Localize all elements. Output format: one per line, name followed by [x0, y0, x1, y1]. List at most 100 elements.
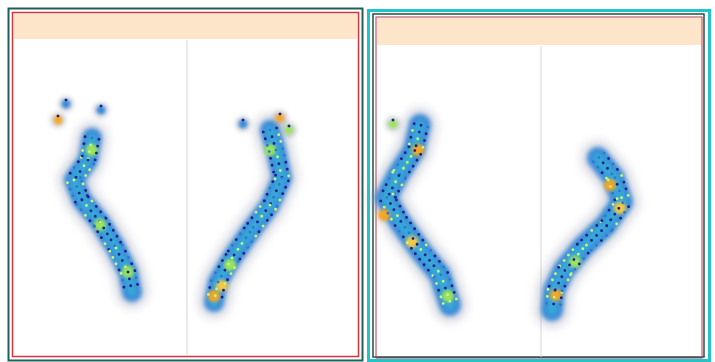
- sensor-dot: [221, 259, 224, 262]
- pressure-spot: [569, 256, 581, 268]
- sensor-dot: [262, 225, 265, 228]
- sensor-dot: [99, 210, 102, 213]
- sensor-dot: [603, 152, 606, 155]
- sensor-dot: [408, 231, 411, 234]
- sensor-dot: [400, 157, 403, 160]
- sensor-dot: [418, 131, 421, 134]
- sensor-dot: [553, 296, 556, 299]
- sensor-dot: [622, 181, 625, 184]
- sensor-dot: [379, 200, 382, 203]
- sensor-dot: [451, 284, 454, 287]
- sensor-dot: [281, 177, 284, 180]
- sensor-dot: [88, 168, 91, 171]
- sensor-dot: [81, 149, 84, 152]
- sensor-dot: [214, 294, 217, 297]
- sensor-dot: [601, 171, 604, 174]
- sensor-dot: [84, 189, 87, 192]
- sensor-dot: [413, 122, 416, 125]
- sensor-dot: [433, 264, 436, 267]
- sensor-dot: [574, 268, 577, 271]
- sensor-dot: [396, 214, 399, 217]
- sensor-dot: [93, 224, 96, 227]
- sensor-dot: [423, 263, 426, 266]
- sensor-dot: [595, 224, 598, 227]
- sensor-dot: [260, 215, 263, 218]
- sensor-dot: [284, 161, 287, 164]
- sensor-dot: [391, 187, 394, 190]
- sensor-dot: [600, 239, 603, 242]
- sensor-dot: [388, 193, 391, 196]
- sensor-dot: [73, 166, 76, 169]
- sensor-dot: [121, 279, 124, 282]
- sensor-dot: [590, 239, 593, 242]
- sensor-dot: [278, 162, 281, 165]
- sensor-dot: [617, 207, 620, 210]
- sensor-dot: [429, 249, 432, 252]
- sensor-dot: [266, 193, 269, 196]
- sensor-dot: [419, 248, 422, 251]
- sensor-dot: [217, 281, 220, 284]
- sensor-dot: [557, 282, 560, 285]
- sensor-dot: [237, 260, 240, 263]
- sensor-dot: [391, 171, 394, 174]
- sensor-dot: [608, 209, 611, 212]
- sensor-dot: [410, 136, 413, 139]
- sensor-dot: [237, 248, 240, 251]
- sensor-dot: [393, 208, 396, 211]
- sensor-dot: [233, 266, 236, 269]
- sensor-dot: [559, 303, 562, 306]
- sensor-dot: [121, 244, 124, 247]
- sensor-dot: [426, 126, 429, 129]
- sensor-dot: [230, 272, 233, 275]
- pressure-spot: [264, 144, 276, 156]
- sensor-dot: [263, 199, 266, 202]
- sensor-dot: [269, 187, 272, 190]
- sensor-dot: [124, 250, 127, 253]
- sensor-dot: [444, 287, 447, 290]
- sensor-dot: [80, 209, 83, 212]
- sensor-dot: [288, 125, 291, 128]
- sensor-dot: [567, 254, 570, 257]
- sensor-dot: [69, 172, 72, 175]
- sensor-dot: [90, 209, 93, 212]
- sensor-dot: [94, 159, 97, 162]
- sensor-dot: [392, 193, 395, 196]
- sensor-dot: [71, 194, 74, 197]
- sensor-dot: [607, 179, 610, 182]
- sensor-dot: [394, 224, 397, 227]
- sensor-dot: [220, 275, 223, 278]
- panel-header: [377, 18, 701, 45]
- sensor-dot: [419, 153, 422, 156]
- sensor-dot: [396, 163, 399, 166]
- sensor-dot: [408, 171, 411, 174]
- sensor-dot: [623, 211, 626, 214]
- sensor-dot: [401, 184, 404, 187]
- sensor-dot: [413, 227, 416, 230]
- sensor-dot: [455, 298, 458, 301]
- sensor-dot: [570, 272, 573, 275]
- sensor-dot: [616, 183, 619, 186]
- sensor-dot: [442, 266, 445, 269]
- sensor-dot: [78, 192, 81, 195]
- screenshot: [0, 0, 715, 362]
- sensor-dot: [116, 235, 119, 238]
- sensor-dot: [134, 269, 137, 272]
- sensor-dot: [271, 135, 274, 138]
- sensor-dot: [84, 135, 87, 138]
- sensor-dot: [404, 151, 407, 154]
- sensor-dot: [222, 289, 225, 292]
- sensor-dot: [446, 271, 449, 274]
- sensor-dot: [135, 276, 138, 279]
- sensor-dot: [554, 272, 557, 275]
- sensor-dot: [86, 194, 89, 197]
- sensor-dot: [270, 213, 273, 216]
- sensor-dot: [243, 227, 246, 230]
- sensor-dot: [390, 218, 393, 221]
- sensor-dot: [214, 271, 217, 274]
- sensor-dot: [585, 244, 588, 247]
- sensor-dot: [600, 229, 603, 232]
- sensor-dot: [105, 217, 108, 220]
- sensor-dot: [442, 302, 445, 305]
- sensor-dot: [621, 201, 624, 204]
- sensor-dot: [262, 131, 265, 134]
